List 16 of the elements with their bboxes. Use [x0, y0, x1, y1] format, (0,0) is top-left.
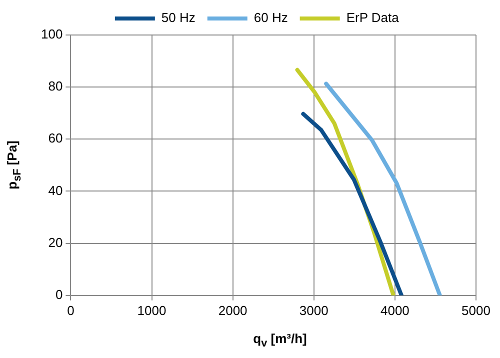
y-tick-label: 80 [48, 78, 63, 94]
legend-label: ErP Data [346, 10, 400, 26]
y-tick-label: 100 [40, 26, 63, 42]
legend-label: 60 Hz [254, 10, 288, 26]
x-tick-label: 2000 [218, 302, 248, 318]
x-tick-label: 4000 [380, 302, 410, 318]
x-tick-label: 3000 [299, 302, 328, 318]
y-tick-label: 40 [48, 182, 63, 198]
y-tick-label: 0 [55, 286, 63, 302]
x-tick-label: 0 [67, 302, 74, 318]
legend-label: 50 Hz [161, 10, 196, 26]
y-tick-label: 60 [48, 130, 63, 146]
x-tick-label: 1000 [137, 302, 166, 318]
x-axis-title: q$_{v}$ [m³/h] [252, 331, 308, 350]
y-tick-label: 20 [48, 234, 63, 250]
x-tick-label: 5000 [462, 302, 490, 318]
